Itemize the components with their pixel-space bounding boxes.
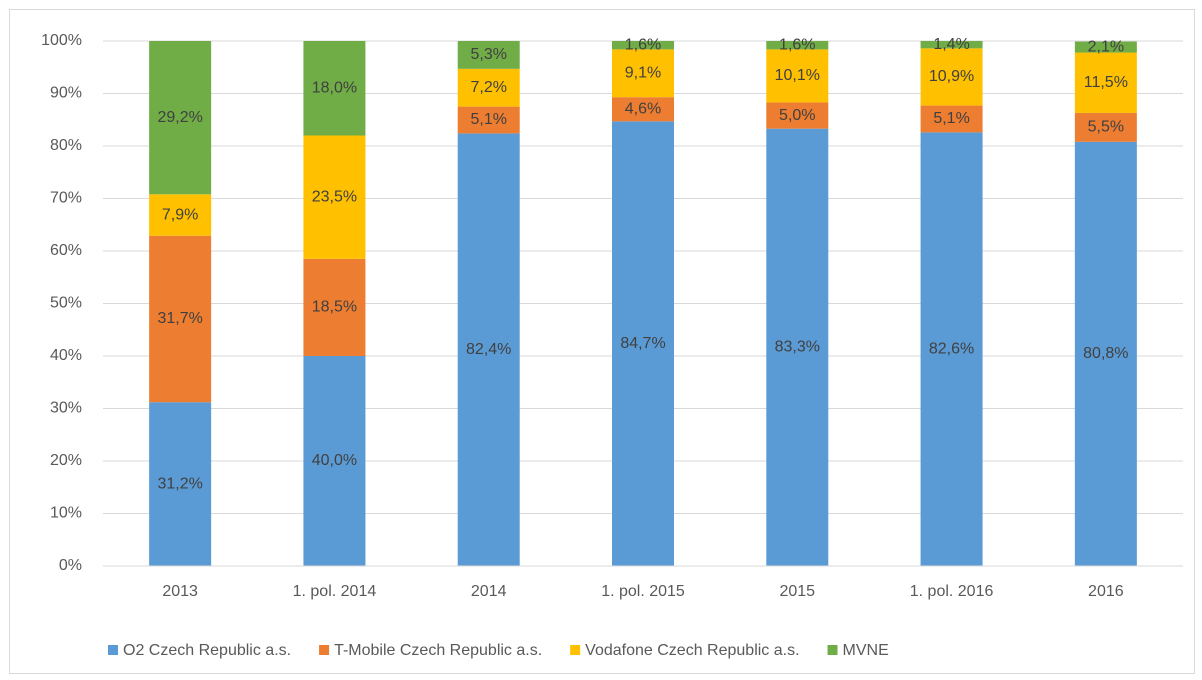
bar-segment <box>149 194 212 236</box>
bar-segment <box>149 402 212 566</box>
data-label: 1,4% <box>933 36 969 53</box>
data-label: 82,4% <box>466 341 511 358</box>
bar-segment <box>1074 41 1137 53</box>
bar-segment <box>1074 112 1137 142</box>
data-label: 4,6% <box>625 100 661 117</box>
data-label: 29,2% <box>157 109 202 126</box>
data-label: 10,9% <box>929 68 974 85</box>
data-label: 40,0% <box>312 452 357 469</box>
data-label: 9,1% <box>625 65 661 82</box>
bar-segment <box>303 41 366 136</box>
legend-swatch <box>319 645 330 655</box>
bar-segment <box>612 41 674 50</box>
data-label: 5,3% <box>470 46 506 63</box>
data-label: 23,5% <box>312 188 357 205</box>
bar-segment <box>920 105 983 133</box>
x-tick-label: 1. pol. 2014 <box>293 583 377 600</box>
data-label: 31,2% <box>157 475 202 492</box>
data-label: 5,5% <box>1088 119 1124 136</box>
x-tick-label: 1. pol. 2016 <box>910 583 994 600</box>
y-tick-label: 40% <box>50 347 82 364</box>
bar-segment <box>1074 141 1137 567</box>
bar-segment <box>303 258 366 356</box>
x-tick-label: 2013 <box>162 583 198 600</box>
legend-label: O2 Czech Republic a.s. <box>123 642 291 659</box>
data-label: 5,1% <box>470 111 506 128</box>
data-label: 7,2% <box>470 79 506 96</box>
y-tick-label: 0% <box>59 557 82 574</box>
bar-segment <box>920 41 983 49</box>
bar-segment <box>612 49 674 98</box>
legend-swatch <box>570 645 581 655</box>
data-label: 18,5% <box>312 299 357 316</box>
data-label: 80,8% <box>1083 345 1128 362</box>
data-label: 10,1% <box>775 67 820 84</box>
x-tick-label: 2016 <box>1088 583 1124 600</box>
bar-segment <box>920 132 983 566</box>
data-label: 82,6% <box>929 340 974 357</box>
x-tick-label: 2015 <box>779 583 815 600</box>
bar-segment <box>457 41 520 69</box>
legend-label: Vodafone Czech Republic a.s. <box>585 642 799 659</box>
bar-segment <box>303 356 366 566</box>
bar-segment <box>457 133 520 566</box>
data-label: 5,0% <box>779 107 815 124</box>
bar-segment <box>149 41 212 195</box>
bar-segment <box>1074 52 1137 113</box>
legend-swatch <box>827 645 838 655</box>
y-tick-label: 10% <box>50 505 82 522</box>
data-label: 11,5% <box>1084 74 1128 91</box>
legend-label: T-Mobile Czech Republic a.s. <box>334 642 542 659</box>
bar-segment <box>457 68 520 107</box>
bar-segment <box>457 106 520 134</box>
data-label: 1,6% <box>625 36 661 53</box>
x-tick-label: 1. pol. 2015 <box>601 583 685 600</box>
data-label: 1,6% <box>779 36 815 53</box>
y-tick-label: 90% <box>50 85 82 102</box>
bar-segment <box>612 97 674 122</box>
y-tick-label: 20% <box>50 452 82 469</box>
data-label: 2,1% <box>1088 38 1124 55</box>
y-tick-label: 50% <box>50 295 82 312</box>
bar-segment <box>149 235 212 403</box>
data-label: 5,1% <box>933 110 969 127</box>
data-label: 31,7% <box>157 310 202 327</box>
y-tick-label: 70% <box>50 190 82 207</box>
bar-segment <box>303 135 366 259</box>
legend-swatch <box>108 645 118 655</box>
data-label: 7,9% <box>162 206 198 223</box>
bar-segment <box>766 102 829 129</box>
bar-segment <box>920 48 983 106</box>
data-label: 83,3% <box>775 339 820 356</box>
data-label: 18,0% <box>312 79 357 96</box>
y-tick-label: 30% <box>50 400 82 417</box>
y-tick-label: 100% <box>41 32 82 49</box>
bar-segment <box>766 128 829 567</box>
x-tick-label: 2014 <box>471 583 507 600</box>
bar-segment <box>766 41 829 50</box>
y-tick-label: 80% <box>50 137 82 154</box>
bar-segment <box>612 121 674 566</box>
legend-label: MVNE <box>843 642 889 659</box>
bar-segment <box>766 49 829 103</box>
data-label: 84,7% <box>620 335 665 352</box>
y-tick-label: 60% <box>50 242 82 259</box>
